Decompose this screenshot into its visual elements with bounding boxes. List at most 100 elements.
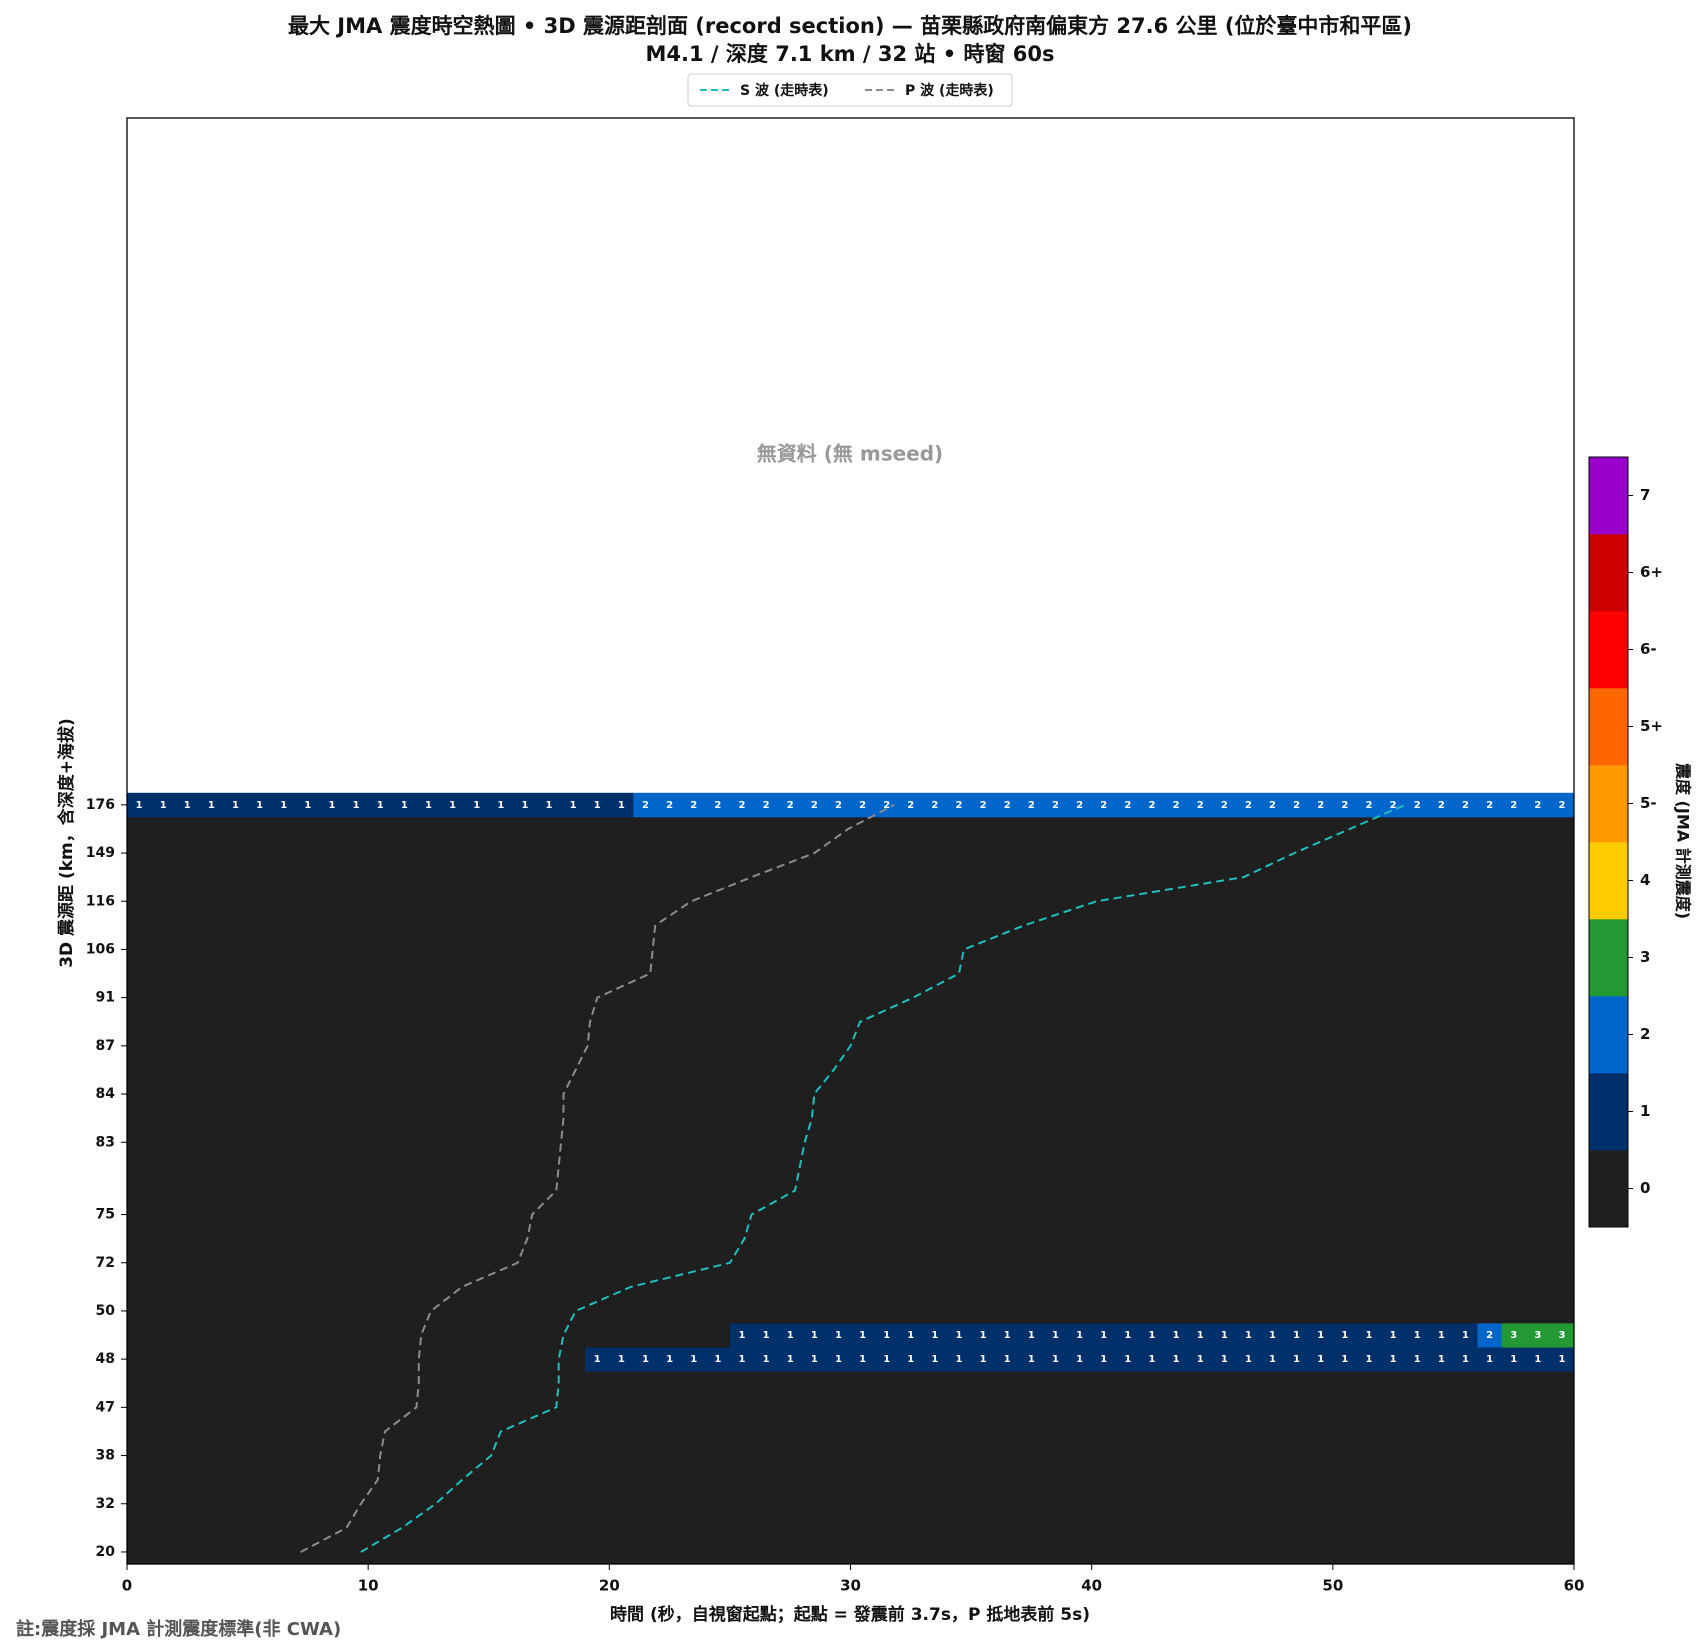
heat-cell bbox=[1429, 841, 1454, 866]
heat-cell bbox=[1501, 985, 1527, 1011]
heat-cell bbox=[1405, 1178, 1430, 1203]
heat-cell bbox=[705, 1274, 731, 1300]
heat-cell bbox=[151, 889, 176, 914]
heat-cell bbox=[561, 1467, 586, 1493]
heat-cell bbox=[271, 1178, 297, 1203]
y-tick-label: 50 bbox=[96, 1303, 116, 1319]
colorbar-tick-label: 0 bbox=[1640, 1179, 1650, 1197]
heat-cell bbox=[1549, 841, 1575, 866]
heat-cell bbox=[585, 937, 610, 962]
heat-cell bbox=[778, 1298, 803, 1324]
heat-cell bbox=[1236, 985, 1261, 1011]
cell-label: 1 bbox=[1462, 1354, 1469, 1365]
heat-cell bbox=[850, 1226, 876, 1252]
cell-label: 1 bbox=[1245, 1330, 1252, 1341]
heat-cell bbox=[464, 1491, 490, 1517]
heat-cell bbox=[247, 1371, 273, 1396]
heat-cell bbox=[1091, 1515, 1117, 1541]
heat-cell bbox=[1356, 1443, 1382, 1468]
heat-cell bbox=[826, 1539, 851, 1565]
heat-cell bbox=[1019, 841, 1044, 866]
heat-cell bbox=[850, 1515, 876, 1541]
heat-cell bbox=[922, 1371, 948, 1396]
heat-cell bbox=[1043, 1419, 1068, 1444]
chart-subtitle: M4.1 / 深度 7.1 km / 32 站 • 時窗 60s bbox=[646, 42, 1055, 66]
heat-cell bbox=[705, 1130, 731, 1155]
heat-cell bbox=[802, 792, 827, 818]
heat-cell bbox=[1019, 985, 1044, 1011]
heat-cell bbox=[1549, 1226, 1575, 1252]
heat-cell bbox=[1115, 1371, 1141, 1396]
heat-cell bbox=[1453, 889, 1478, 914]
heat-cell bbox=[1381, 1419, 1406, 1444]
heat-cell bbox=[1501, 889, 1527, 914]
heat-cell bbox=[416, 1515, 441, 1541]
heat-cell bbox=[151, 1033, 176, 1059]
heat-cell bbox=[344, 865, 369, 890]
heat-cell bbox=[1453, 1467, 1478, 1493]
heat-cell bbox=[754, 1443, 779, 1468]
heat-cell bbox=[1477, 1323, 1503, 1348]
heat-cell bbox=[729, 865, 755, 890]
colorbar-tick-label: 2 bbox=[1640, 1025, 1650, 1043]
heat-cell bbox=[1429, 1082, 1454, 1107]
heat-cell bbox=[1501, 1009, 1527, 1035]
heat-cell bbox=[247, 961, 273, 986]
heat-cell bbox=[681, 1467, 707, 1493]
heat-cell bbox=[1139, 1154, 1165, 1179]
heat-cell bbox=[1164, 1057, 1189, 1083]
heat-cell bbox=[971, 1467, 996, 1493]
heat-cell bbox=[1284, 1515, 1310, 1541]
heat-cell bbox=[344, 1082, 369, 1107]
heat-cell bbox=[898, 937, 924, 962]
heat-cell bbox=[609, 816, 634, 842]
heat-cell bbox=[271, 1515, 297, 1541]
heat-cell bbox=[1260, 1274, 1285, 1300]
heat-cell bbox=[1332, 1347, 1358, 1372]
heat-cell bbox=[295, 1106, 321, 1131]
heat-cell bbox=[1549, 913, 1575, 938]
heat-cell bbox=[1356, 1009, 1382, 1035]
heat-cell bbox=[561, 1178, 586, 1203]
heat-cell bbox=[1501, 1106, 1527, 1131]
heat-cell bbox=[1164, 1106, 1189, 1131]
heat-cell bbox=[199, 1347, 224, 1372]
heat-cell bbox=[536, 961, 562, 986]
heat-cell bbox=[223, 889, 248, 914]
heat-cell bbox=[1549, 1202, 1575, 1227]
heat-cell bbox=[971, 1323, 996, 1348]
heat-cell bbox=[1067, 1178, 1093, 1203]
heat-cell bbox=[874, 1178, 900, 1203]
heat-cell bbox=[1091, 1274, 1117, 1300]
heat-cell bbox=[1477, 937, 1503, 962]
heat-cell bbox=[1356, 1467, 1382, 1493]
heat-cell bbox=[440, 1371, 466, 1396]
cell-label: 2 bbox=[1486, 1330, 1493, 1341]
heat-cell bbox=[223, 1178, 248, 1203]
heat-cell bbox=[1115, 1323, 1141, 1348]
colorbar-segment bbox=[1589, 457, 1628, 535]
heat-cell bbox=[802, 1226, 827, 1252]
cell-label: 2 bbox=[1317, 800, 1324, 811]
heat-cell bbox=[1501, 1250, 1527, 1276]
heat-cell bbox=[1525, 865, 1551, 890]
heat-cell bbox=[512, 985, 538, 1011]
heat-cell bbox=[657, 1298, 683, 1324]
heat-cell bbox=[1429, 1154, 1454, 1179]
heat-cell bbox=[1332, 889, 1358, 914]
heat-cell bbox=[295, 1130, 321, 1155]
heat-cell bbox=[1453, 913, 1478, 938]
heat-cell bbox=[1260, 1106, 1285, 1131]
heat-cell bbox=[1549, 1419, 1575, 1444]
heat-cell bbox=[1501, 1371, 1527, 1396]
heat-cell bbox=[1164, 937, 1189, 962]
heat-cell bbox=[464, 913, 490, 938]
heat-cell bbox=[392, 1250, 417, 1276]
heat-cell bbox=[1549, 985, 1575, 1011]
heat-cell bbox=[995, 1467, 1020, 1493]
heat-cell bbox=[874, 865, 900, 890]
heat-cell bbox=[295, 1178, 321, 1203]
heat-cell bbox=[1525, 1057, 1551, 1083]
heat-cell bbox=[826, 841, 851, 866]
heat-cell bbox=[175, 1057, 200, 1083]
